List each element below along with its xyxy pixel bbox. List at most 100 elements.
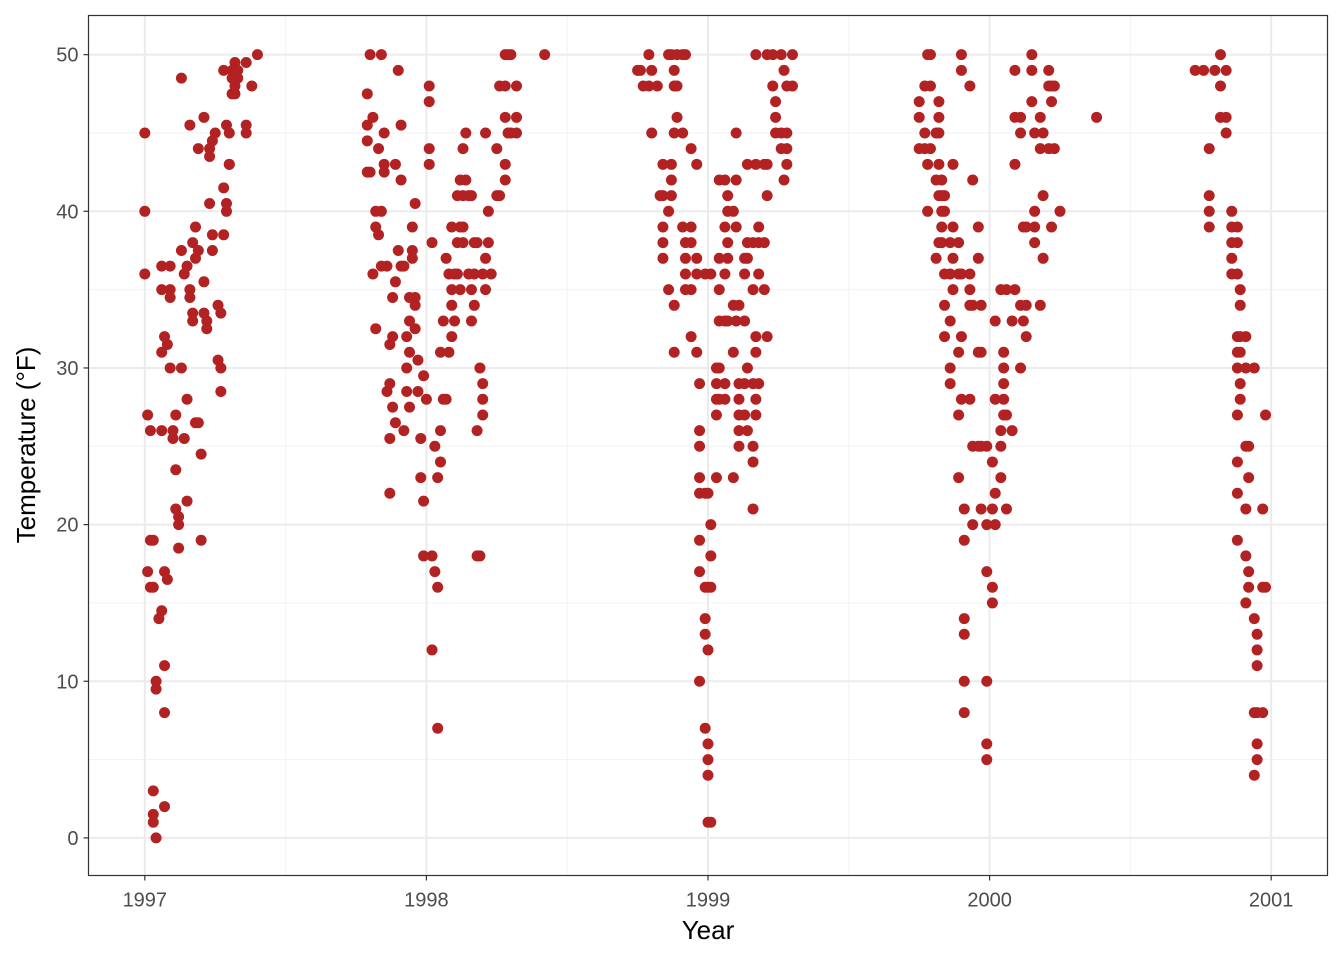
- data-point: [739, 268, 751, 280]
- data-point: [147, 581, 159, 593]
- data-point: [761, 331, 773, 343]
- data-point: [786, 49, 798, 61]
- data-point: [1037, 127, 1049, 139]
- data-point: [713, 362, 725, 374]
- data-point: [184, 284, 196, 296]
- data-point: [240, 119, 252, 131]
- data-point: [173, 542, 185, 554]
- x-axis-label: Year: [682, 915, 735, 945]
- data-point: [499, 111, 511, 123]
- y-tick-label: 10: [56, 671, 78, 693]
- data-point: [953, 409, 965, 421]
- data-point: [401, 385, 413, 397]
- data-point: [972, 221, 984, 233]
- data-point: [437, 315, 449, 327]
- data-point: [440, 252, 452, 264]
- data-point: [727, 205, 739, 217]
- y-tick-label: 30: [56, 358, 78, 380]
- data-point: [953, 472, 965, 484]
- data-point: [705, 550, 717, 562]
- data-point: [702, 644, 714, 656]
- data-point: [184, 291, 196, 303]
- data-point: [739, 378, 751, 390]
- data-point: [955, 49, 967, 61]
- data-point: [750, 331, 762, 343]
- y-axis-label: Temperature (°F): [11, 347, 41, 544]
- data-point: [485, 268, 497, 280]
- data-point: [367, 111, 379, 123]
- data-point: [1251, 644, 1263, 656]
- data-point: [677, 127, 689, 139]
- data-point: [218, 182, 230, 194]
- data-point: [1214, 49, 1226, 61]
- data-point: [651, 80, 663, 92]
- data-point: [1248, 362, 1260, 374]
- data-point: [195, 448, 207, 460]
- data-point: [223, 158, 235, 170]
- data-point: [401, 362, 413, 374]
- data-point: [446, 331, 458, 343]
- data-point: [426, 644, 438, 656]
- data-point: [482, 205, 494, 217]
- data-point: [767, 49, 779, 61]
- data-point: [539, 49, 551, 61]
- data-point: [761, 190, 773, 202]
- data-point: [150, 683, 162, 695]
- data-point: [477, 378, 489, 390]
- data-point: [434, 425, 446, 437]
- data-point: [958, 675, 970, 687]
- data-point: [440, 393, 452, 405]
- data-point: [685, 143, 697, 155]
- data-point: [465, 315, 477, 327]
- data-point: [975, 299, 987, 311]
- data-point: [187, 307, 199, 319]
- data-point: [913, 96, 925, 108]
- data-point: [471, 425, 483, 437]
- data-point: [719, 393, 731, 405]
- data-point: [1198, 64, 1210, 76]
- data-point: [389, 158, 401, 170]
- data-point: [924, 143, 936, 155]
- data-point: [702, 487, 714, 499]
- data-point: [398, 260, 410, 272]
- data-point: [156, 260, 168, 272]
- data-point: [767, 80, 779, 92]
- data-point: [454, 284, 466, 296]
- data-point: [457, 221, 469, 233]
- data-point: [150, 832, 162, 844]
- data-point: [443, 346, 455, 358]
- x-tick-label: 2000: [967, 890, 1012, 912]
- y-tick-label: 50: [56, 45, 78, 67]
- data-point: [1203, 221, 1215, 233]
- data-point: [733, 440, 745, 452]
- data-point: [685, 221, 697, 233]
- data-point: [173, 511, 185, 523]
- data-point: [967, 174, 979, 186]
- data-point: [1209, 64, 1221, 76]
- data-point: [981, 738, 993, 750]
- data-point: [1231, 362, 1243, 374]
- data-point: [1006, 315, 1018, 327]
- data-point: [986, 456, 998, 468]
- data-point: [989, 519, 1001, 531]
- data-point: [1017, 315, 1029, 327]
- data-point: [477, 393, 489, 405]
- data-point: [1037, 252, 1049, 264]
- data-point: [643, 80, 655, 92]
- data-point: [719, 378, 731, 390]
- data-point: [1020, 221, 1032, 233]
- data-point: [668, 64, 680, 76]
- x-tick-label: 2001: [1249, 890, 1294, 912]
- data-point: [722, 190, 734, 202]
- data-point: [364, 166, 376, 178]
- data-point: [727, 472, 739, 484]
- data-point: [184, 119, 196, 131]
- data-point: [409, 323, 421, 335]
- data-point: [1220, 111, 1232, 123]
- data-point: [741, 252, 753, 264]
- data-point: [944, 362, 956, 374]
- data-point: [1000, 503, 1012, 515]
- data-point: [1248, 769, 1260, 781]
- data-point: [947, 221, 959, 233]
- data-point: [384, 487, 396, 499]
